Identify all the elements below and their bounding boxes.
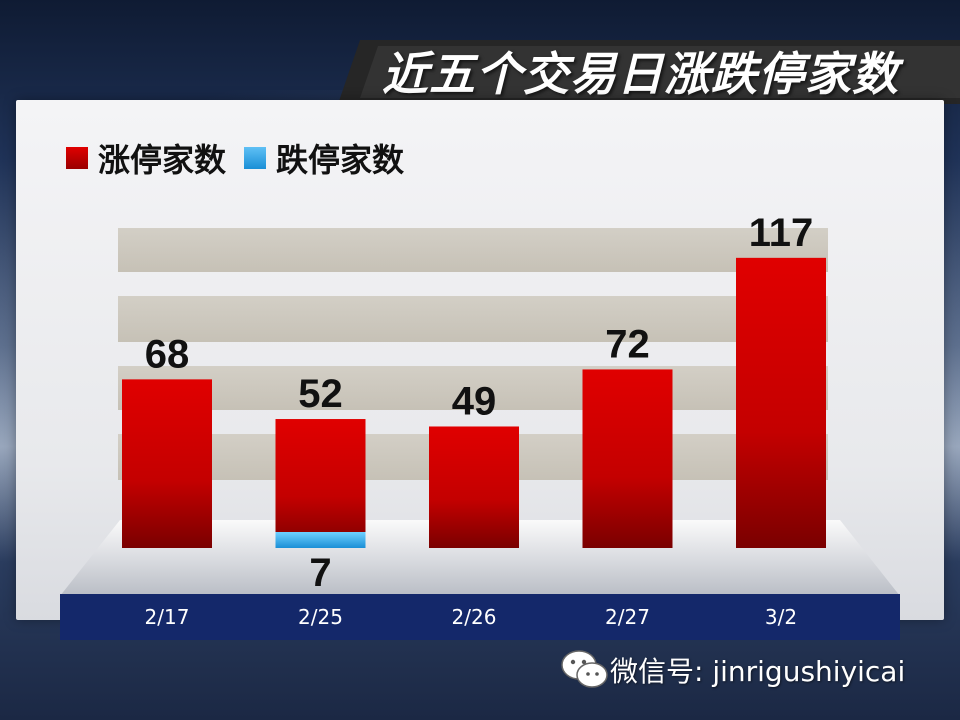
x-tick-label-3-2: 3/2 xyxy=(764,605,798,629)
x-tick-label-2-27: 2/27 xyxy=(605,605,650,629)
bar-limit-up-2-26 xyxy=(429,426,519,548)
grid-band-1 xyxy=(118,228,828,272)
data-label-limit-up-2-25: 52 xyxy=(298,372,343,416)
bar-limit-up-2-17 xyxy=(122,379,212,548)
legend-item-limit-up: 涨停家数 xyxy=(66,135,226,181)
title-band-inner xyxy=(360,46,960,98)
bar-limit-up-2-27 xyxy=(582,369,673,548)
bar-limit-down-2-25 xyxy=(275,532,366,548)
data-label-limit-up-2-17: 68 xyxy=(145,332,190,376)
data-label-limit-up-3-2: 117 xyxy=(749,211,814,255)
watermark-text: 微信号: jinrigushiyicai xyxy=(610,655,906,688)
chart-title: 近五个交易日涨跌停家数 xyxy=(382,47,899,101)
x-tick-label-2-17: 2/17 xyxy=(144,605,190,629)
data-label-limit-up-2-26: 49 xyxy=(452,379,497,423)
legend-item-limit-down: 跌停家数 xyxy=(244,135,404,181)
wechat-icon xyxy=(561,650,608,688)
x-axis-band xyxy=(60,594,900,640)
grid-band-3 xyxy=(118,366,828,410)
grid-band-2 xyxy=(118,296,828,342)
legend-swatch-limit-up xyxy=(66,147,88,169)
watermark: 微信号: jinrigushiyicai xyxy=(560,645,905,695)
x-tick-label-2-26: 2/26 xyxy=(451,605,497,629)
bar-limit-up-2-25 xyxy=(275,419,366,548)
data-label-limit-up-2-27: 72 xyxy=(605,322,650,366)
legend-swatch-limit-down xyxy=(244,147,267,169)
data-label-limit-down-2-25: 7 xyxy=(309,551,331,595)
x-tick-label-2-25: 2/25 xyxy=(298,605,343,629)
legend: 涨停家数 跌停家数 xyxy=(66,135,422,181)
legend-label-limit-down: 跌停家数 xyxy=(276,141,405,179)
legend-label-limit-up: 涨停家数 xyxy=(98,141,227,179)
bar-limit-up-3-2 xyxy=(736,257,826,548)
